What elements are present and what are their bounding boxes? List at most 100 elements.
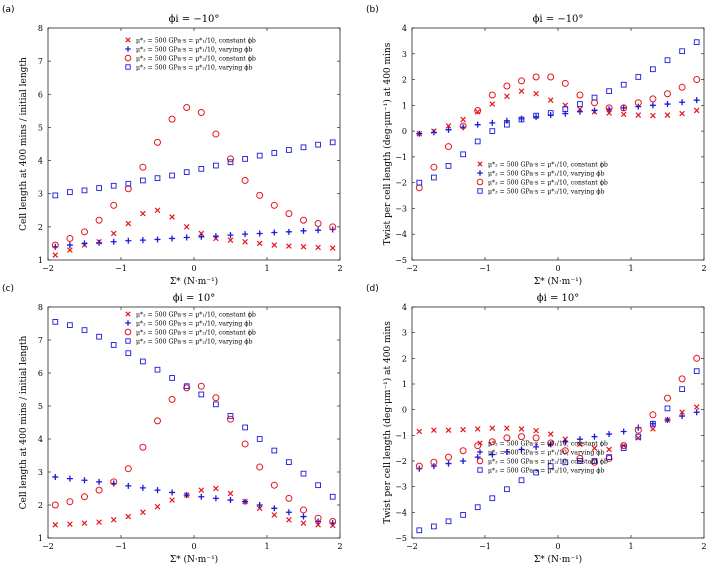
data-point (154, 417, 161, 425)
data-point (664, 112, 671, 118)
data-point (635, 74, 642, 80)
data-point (285, 494, 293, 502)
legend-entry: μ*₃ = 500 GPa·s = μ*₂/10, constant ϕb (136, 56, 256, 63)
legend-marker (477, 440, 483, 446)
legend-marker (125, 338, 131, 344)
data-point (125, 513, 132, 520)
data-point (635, 103, 642, 110)
data-point (415, 462, 423, 470)
legend-marker (477, 161, 483, 167)
data-point (679, 409, 685, 416)
legend-entry: μ*₂ = 500 GPa·s = μ*₁/10, constant ϕb (488, 441, 608, 448)
y-tick-label: −2 (395, 457, 407, 466)
data-point (577, 441, 583, 448)
data-point (445, 143, 452, 151)
legend-entry: μ*₃ = 500 GPa·s = μ*₂/10, varying ϕb (488, 468, 605, 475)
data-point (329, 493, 336, 500)
data-point (329, 518, 337, 525)
y-tick-label: 1 (402, 101, 407, 110)
data-point (445, 123, 452, 129)
x-tick-label: 0 (191, 264, 196, 273)
data-point (256, 240, 263, 247)
data-point (576, 91, 584, 99)
data-point (241, 176, 249, 184)
data-point (81, 493, 88, 501)
data-point (270, 481, 278, 489)
data-point (460, 458, 467, 464)
data-point (591, 445, 598, 451)
data-point (52, 521, 59, 528)
data-point (52, 252, 59, 258)
data-point (241, 440, 249, 448)
data-point (256, 463, 264, 471)
data-point (96, 185, 102, 191)
data-point (95, 486, 103, 494)
legend: μ*₂ = 500 GPa·s = μ*₁/10, constant ϕb μ*₂… (476, 161, 608, 196)
data-point (110, 238, 117, 245)
data-point (81, 187, 88, 194)
panel-title: ϕi = 10° (173, 293, 215, 304)
data-point (110, 201, 118, 209)
data-point (213, 401, 219, 408)
y-tick-label: 0 (402, 406, 407, 415)
data-point (445, 453, 452, 461)
data-point (227, 490, 234, 497)
y-tick-label: 1 (38, 256, 43, 265)
data-point (271, 512, 278, 518)
data-point (227, 413, 234, 419)
data-point (547, 431, 554, 437)
legend-entry: μ*₃ = 500 GPa·s = μ*₂/10, constant ϕb (488, 180, 608, 187)
data-point (227, 232, 234, 239)
data-point (183, 492, 190, 499)
data-point (459, 122, 467, 130)
data-point (198, 166, 205, 172)
y-axis-label: Cell length at 400 mins / initial length (19, 335, 29, 509)
data-point (154, 503, 161, 510)
data-point (547, 439, 555, 447)
y-tick-label: 2 (38, 501, 43, 510)
data-point (110, 182, 117, 189)
x-tick-label: −2 (406, 264, 418, 273)
data-point (693, 409, 700, 416)
data-point (650, 112, 656, 119)
data-point (256, 505, 263, 512)
y-tick-label: 8 (38, 24, 43, 33)
data-point (679, 99, 686, 106)
data-point (664, 416, 671, 423)
data-point (66, 234, 74, 242)
data-point (489, 425, 496, 431)
series-circle-red (51, 382, 337, 525)
data-point (430, 163, 438, 171)
data-point (66, 498, 74, 506)
data-point (504, 121, 510, 128)
data-point (315, 521, 321, 528)
data-point (110, 517, 117, 523)
data-point (300, 227, 307, 234)
data-point (518, 477, 525, 484)
data-point (518, 88, 525, 94)
data-point (227, 159, 234, 166)
data-point (678, 83, 686, 91)
panel-a: −2 −1 0 1 2 1 2 3 4 5 6 7 8 ϕi = −10° (a) Σ* (N·m⁻¹) Cel… (2, 5, 343, 287)
x-tick-label: 1 (628, 264, 633, 273)
data-point (271, 242, 278, 248)
data-point (445, 163, 452, 169)
legend-entry: μ*₂ = 500 GPa·s = μ*₁/10, varying ϕb (136, 321, 253, 328)
data-point (242, 424, 248, 431)
data-point (489, 128, 496, 134)
data-point (693, 39, 700, 46)
data-point (183, 234, 190, 241)
data-point (256, 502, 263, 508)
data-point (315, 141, 321, 148)
y-tick-label: 3 (402, 329, 407, 338)
data-point (169, 235, 176, 242)
data-point (606, 431, 613, 438)
data-point (533, 443, 540, 450)
axes-frame (411, 27, 705, 261)
data-point (81, 240, 88, 247)
x-tick-label: 2 (337, 542, 342, 551)
x-tick-label: −2 (406, 542, 418, 551)
data-point (620, 111, 627, 118)
data-point (591, 433, 598, 440)
series-x-red (416, 88, 700, 137)
